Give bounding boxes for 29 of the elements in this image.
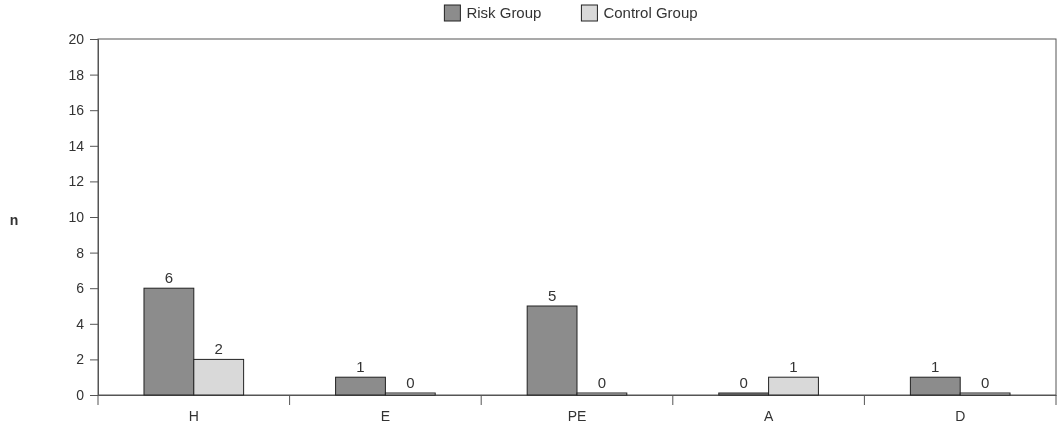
y-tick-label: 18 xyxy=(68,66,85,83)
data-label: 5 xyxy=(547,287,557,304)
x-tick-label: A xyxy=(763,407,774,424)
x-tick-label: D xyxy=(955,407,966,424)
y-tick-label: 4 xyxy=(76,315,85,332)
data-label: 1 xyxy=(789,358,798,376)
y-tick-label: 20 xyxy=(68,30,85,47)
y-tick-label: 12 xyxy=(68,173,85,190)
legend-label: Risk Group xyxy=(466,4,542,21)
data-label: 0 xyxy=(980,374,990,391)
legend-label: Control Group xyxy=(603,4,698,21)
x-tick-label: H xyxy=(188,407,199,424)
data-label: 2 xyxy=(214,340,223,358)
data-label: 0 xyxy=(597,374,607,391)
data-label: 1 xyxy=(356,358,365,376)
data-label: 6 xyxy=(164,269,174,287)
y-tick-label: 14 xyxy=(68,137,85,154)
y-tick-label: 10 xyxy=(68,208,85,225)
data-label: 0 xyxy=(739,374,748,391)
data-label: 0 xyxy=(406,374,415,391)
y-tick-label: 16 xyxy=(68,102,85,119)
y-tick-label: 6 xyxy=(76,280,85,297)
x-tick-label: E xyxy=(380,407,391,424)
x-tick-label: PE xyxy=(567,407,587,424)
data-label: 1 xyxy=(931,358,940,376)
y-tick-label: 0 xyxy=(76,386,85,403)
y-tick-label: 2 xyxy=(76,351,85,368)
y-tick-label: 8 xyxy=(76,244,85,261)
y-axis-title: n xyxy=(9,212,19,228)
